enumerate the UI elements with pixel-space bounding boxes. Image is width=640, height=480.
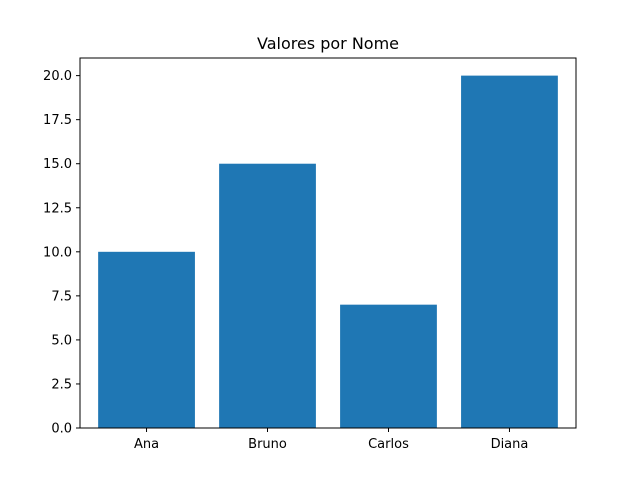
x-tick-label: Diana [491, 437, 529, 452]
bar-diana [461, 75, 558, 428]
y-axis: 0.0 2.5 5.0 7.5 10.0 12.5 15.0 17.5 20.0 [43, 69, 80, 437]
y-tick-label: 2.5 [51, 377, 72, 392]
x-tick-label: Carlos [368, 437, 409, 452]
y-tick-label: 0.0 [51, 422, 72, 437]
y-tick-label: 7.5 [51, 289, 72, 304]
chart-title: Valores por Nome [257, 34, 399, 53]
y-tick-label: 17.5 [43, 113, 72, 128]
x-axis: Ana Bruno Carlos Diana [134, 428, 528, 452]
y-tick-label: 12.5 [43, 201, 72, 216]
bar-bruno [219, 163, 316, 428]
bar-ana [98, 251, 195, 428]
y-tick-label: 5.0 [51, 333, 72, 348]
plot-frame [79, 57, 577, 429]
y-tick-label: 20.0 [43, 69, 72, 84]
x-tick-label: Ana [134, 437, 159, 452]
bars-layer [98, 75, 558, 428]
y-tick-label: 10.0 [43, 245, 72, 260]
x-tick-label: Bruno [248, 437, 287, 452]
bar-carlos [340, 304, 437, 428]
y-tick-label: 15.0 [43, 157, 72, 172]
